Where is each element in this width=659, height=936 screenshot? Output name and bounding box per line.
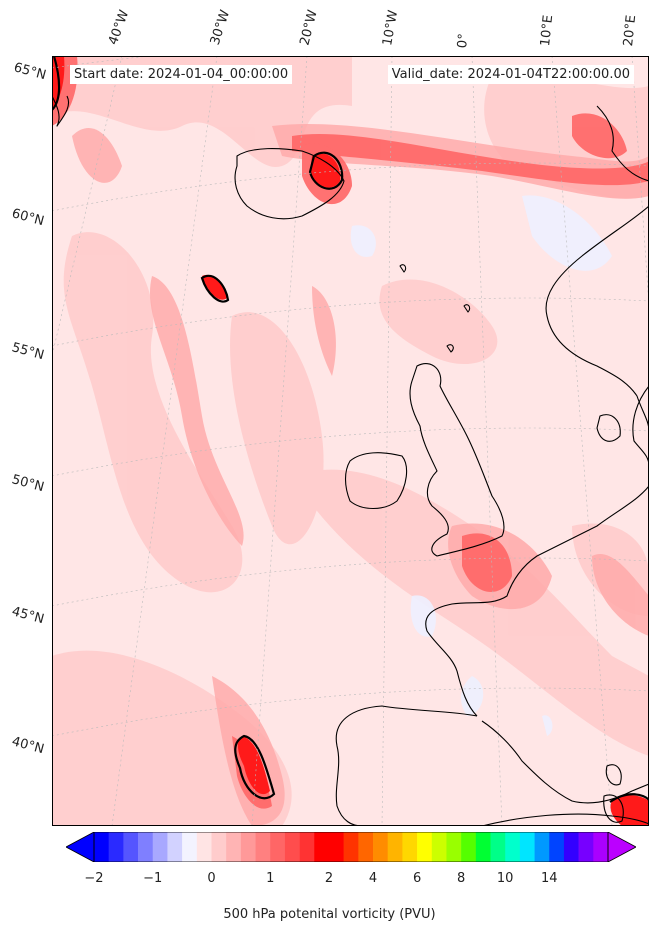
coast-iceland	[234, 148, 345, 220]
colorbar-cell	[182, 832, 198, 862]
lat-label-60n: 60°N	[10, 206, 46, 230]
colorbar-cell	[196, 832, 212, 862]
valid-date-label: Valid_date: 2024-01-04T22:00:00.00	[387, 65, 634, 84]
colorbar-cell	[417, 832, 433, 862]
pv-field-negative	[350, 195, 612, 736]
colorbar-cell	[387, 832, 403, 862]
colorbar-cell	[94, 832, 109, 862]
lon-label-0: 0°	[455, 32, 472, 49]
colorbar-cell	[431, 832, 447, 862]
coast-great-britain	[409, 363, 505, 557]
lon-label-10w: 10°W	[380, 9, 402, 48]
graticule	[52, 56, 649, 826]
colorbar-tick-label: 8	[457, 871, 466, 886]
colorbar-cell	[152, 832, 168, 862]
colorbar-cell	[211, 832, 227, 862]
coast-iberia	[335, 705, 478, 826]
colorbar-cell	[123, 832, 139, 862]
colorbar-cell	[138, 832, 154, 862]
lat-label-55n: 55°N	[10, 340, 46, 364]
lat-label-40n: 40°N	[10, 734, 46, 758]
colorbar-cell	[314, 832, 330, 862]
colorbar-cell	[563, 832, 579, 862]
lon-label-20w: 20°W	[297, 8, 321, 47]
colorbar-tick-label: 1	[266, 871, 275, 886]
colorbar-cell	[167, 832, 183, 862]
colorbar-cell	[593, 832, 609, 862]
coastlines	[52, 95, 649, 826]
colorbar-cell	[343, 832, 359, 862]
colorbar-cell	[490, 832, 506, 862]
colorbar-cell	[519, 832, 535, 862]
colorbar-cell	[534, 832, 550, 862]
colorbar	[66, 832, 636, 862]
colorbar-cell	[446, 832, 462, 862]
lon-label-30w: 30°W	[207, 8, 234, 47]
colorbar-label: 500 hPa potenital vorticity (PVU)	[223, 907, 436, 922]
coast-north-africa	[481, 813, 649, 826]
colorbar-over-arrow	[607, 832, 636, 862]
coast-sardinia	[603, 794, 624, 823]
colorbar-cell	[402, 832, 418, 862]
colorbar-cell	[373, 832, 389, 862]
colorbar-cell	[549, 832, 565, 862]
colorbar-cell	[358, 832, 374, 862]
colorbar-tick-label: 6	[412, 871, 422, 886]
start-date-label: Start date: 2024-01-04_00:00:00	[70, 65, 293, 84]
colorbar-tick-label: −2	[84, 871, 104, 886]
coast-greenland	[52, 95, 70, 127]
colorbar-cell	[328, 832, 344, 862]
colorbar-cell	[108, 832, 124, 862]
colorbar-cell	[461, 832, 477, 862]
colorbar-tick-label: −1	[143, 871, 163, 886]
lon-label-20e: 20°E	[621, 14, 640, 48]
coast-denmark	[596, 414, 621, 442]
lat-label-45n: 45°N	[10, 604, 46, 628]
colorbar-frame	[93, 832, 609, 862]
colorbar-tick-label: 4	[368, 871, 378, 886]
lon-label-10e: 10°E	[538, 14, 557, 48]
colorbar-tick-label: 0	[207, 871, 216, 886]
colorbar-cell	[475, 832, 491, 862]
colorbar-tick-label: 14	[540, 871, 558, 886]
colorbar-cell	[240, 832, 256, 862]
pv-2-contours	[52, 56, 649, 803]
colorbar-cell	[255, 832, 271, 862]
colorbar-cell	[578, 832, 594, 862]
lat-label-65n: 65°N	[12, 60, 48, 84]
colorbar-cells	[94, 832, 609, 862]
coast-scandinavia	[545, 205, 649, 432]
colorbar-cell	[226, 832, 242, 862]
colorbar-cell	[505, 832, 521, 862]
colorbar-tick-label: 10	[496, 871, 514, 886]
colorbar-cell	[299, 832, 315, 862]
colorbar-tick-label: 2	[324, 871, 334, 886]
colorbar-under-arrow	[66, 832, 95, 862]
coast-ireland	[344, 452, 408, 510]
lat-label-50n: 50°N	[10, 472, 46, 496]
colorbar-cell	[270, 832, 286, 862]
pv-field-core	[52, 56, 649, 826]
pv-map	[52, 56, 649, 826]
coast-corsica	[605, 764, 622, 786]
coast-continent	[425, 485, 649, 717]
lon-label-40w: 40°W	[105, 8, 133, 47]
colorbar-cell	[284, 832, 300, 862]
